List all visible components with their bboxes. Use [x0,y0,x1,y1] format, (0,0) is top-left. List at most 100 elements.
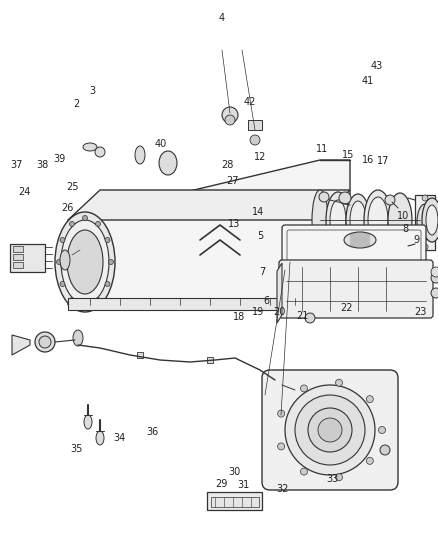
Text: 8: 8 [402,224,408,234]
Ellipse shape [388,193,412,247]
Bar [68,298,320,310]
Text: 41: 41 [362,76,374,86]
Circle shape [105,281,110,287]
Bar [207,492,262,510]
Circle shape [378,426,385,433]
Text: 10: 10 [397,211,409,221]
Circle shape [431,288,438,298]
Circle shape [95,297,100,303]
Ellipse shape [364,190,392,250]
Circle shape [283,285,293,295]
Ellipse shape [73,330,83,346]
Text: 19: 19 [252,307,265,317]
Ellipse shape [308,408,352,452]
Text: 13: 13 [228,219,240,229]
Circle shape [336,474,343,481]
Ellipse shape [135,146,145,164]
Circle shape [57,260,61,264]
Ellipse shape [318,418,342,442]
Text: 22: 22 [340,303,352,313]
Circle shape [396,268,404,276]
Text: 42: 42 [244,98,256,107]
Text: 36: 36 [146,427,159,437]
Circle shape [70,221,74,227]
Ellipse shape [346,194,370,246]
Text: 28: 28 [222,160,234,170]
Bar [358,273,376,280]
Circle shape [35,332,55,352]
Circle shape [95,221,100,227]
FancyBboxPatch shape [279,260,433,318]
Bar [207,357,213,363]
Text: 43: 43 [371,61,383,71]
Bar [137,352,143,358]
Ellipse shape [61,220,109,304]
Circle shape [39,336,51,348]
Ellipse shape [285,385,375,475]
Polygon shape [12,335,30,355]
Bar [378,262,383,274]
Text: 3: 3 [89,86,95,95]
Polygon shape [415,195,435,250]
Text: 30: 30 [228,467,240,477]
Ellipse shape [319,192,329,202]
Circle shape [60,281,65,287]
Text: 6: 6 [263,296,269,306]
Circle shape [336,379,343,386]
Bar [13,262,23,268]
Circle shape [422,244,428,250]
Ellipse shape [417,204,433,240]
Text: 7: 7 [259,267,265,277]
Ellipse shape [222,107,238,123]
Text: 40: 40 [155,139,167,149]
Bar [248,120,262,130]
Text: 25: 25 [66,182,78,191]
Text: 29: 29 [215,479,227,489]
Text: 4: 4 [218,13,224,22]
Text: 21: 21 [296,311,308,320]
Circle shape [366,395,373,402]
Text: 23: 23 [414,307,427,317]
Circle shape [300,468,307,475]
Text: 39: 39 [53,154,65,164]
Bar [211,497,259,507]
Circle shape [300,385,307,392]
Circle shape [70,297,74,303]
Text: 18: 18 [233,312,245,322]
Ellipse shape [250,135,260,145]
Circle shape [278,410,285,417]
Text: 32: 32 [276,484,289,494]
Ellipse shape [225,115,235,125]
Circle shape [380,445,390,455]
Bar [10,244,45,272]
Ellipse shape [350,201,366,239]
Ellipse shape [60,250,70,270]
Ellipse shape [330,200,346,240]
Ellipse shape [426,205,438,235]
Text: 37: 37 [11,160,23,170]
Text: 33: 33 [327,474,339,483]
Ellipse shape [368,197,388,243]
Ellipse shape [326,192,350,248]
Text: 31: 31 [237,480,249,490]
Ellipse shape [422,198,438,242]
Circle shape [109,260,113,264]
Circle shape [305,313,315,323]
Text: 14: 14 [252,207,265,216]
Polygon shape [277,263,282,323]
Polygon shape [68,160,350,305]
Circle shape [82,215,88,221]
Text: 35: 35 [71,444,83,454]
Text: 9: 9 [413,235,419,245]
Circle shape [278,443,285,450]
Circle shape [366,457,373,464]
Ellipse shape [83,143,97,151]
Text: 2: 2 [74,99,80,109]
Bar [13,246,23,252]
Circle shape [82,303,88,309]
Ellipse shape [55,212,115,312]
Ellipse shape [159,151,177,175]
Ellipse shape [431,267,438,277]
Text: 15: 15 [342,150,354,159]
Ellipse shape [67,230,103,294]
